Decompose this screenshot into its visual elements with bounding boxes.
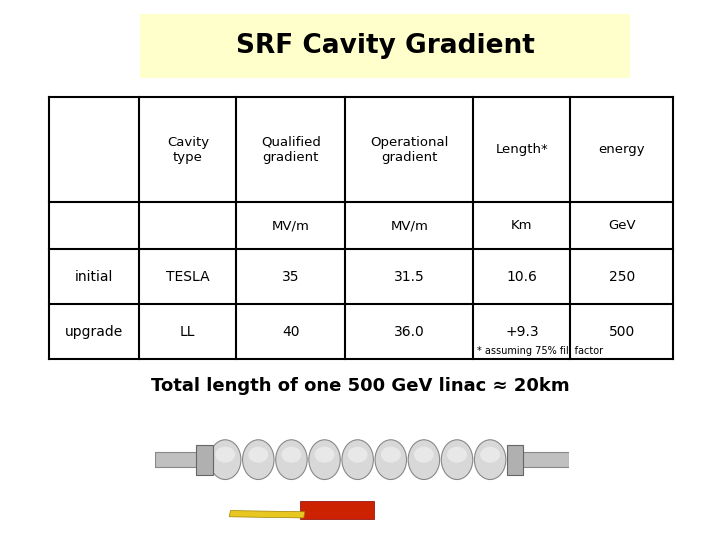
Text: 40: 40 [282,325,300,339]
Text: initial: initial [75,269,114,284]
Bar [155,452,213,467]
Text: 36.0: 36.0 [394,325,425,339]
Ellipse shape [309,440,341,480]
Ellipse shape [375,440,407,480]
Ellipse shape [441,440,473,480]
Bar [300,501,374,519]
Text: Total length of one 500 GeV linac ≈ 20km: Total length of one 500 GeV linac ≈ 20km [150,377,570,395]
Ellipse shape [381,447,401,463]
Ellipse shape [315,447,335,463]
Ellipse shape [342,440,374,480]
Text: 250: 250 [608,269,635,284]
Bar [507,445,523,475]
Text: SRF Cavity Gradient: SRF Cavity Gradient [235,33,535,59]
Ellipse shape [480,447,500,463]
Text: Cavity
type: Cavity type [167,136,209,164]
Text: LL: LL [180,325,196,339]
Ellipse shape [243,440,274,480]
Ellipse shape [282,447,302,463]
Text: energy: energy [598,143,645,156]
Text: 35: 35 [282,269,300,284]
Ellipse shape [248,447,269,463]
Text: +9.3: +9.3 [505,325,539,339]
Text: TESLA: TESLA [166,269,210,284]
Ellipse shape [276,440,307,480]
Ellipse shape [408,440,440,480]
Text: Qualified
gradient: Qualified gradient [261,136,321,164]
Text: Length*: Length* [495,143,548,156]
Text: 10.6: 10.6 [506,269,537,284]
Text: upgrade: upgrade [65,325,123,339]
Ellipse shape [414,447,434,463]
Bar [511,452,569,467]
Text: 31.5: 31.5 [394,269,425,284]
Text: * assuming 75% fill factor: * assuming 75% fill factor [477,346,603,356]
Ellipse shape [348,447,368,463]
Text: Km: Km [511,219,533,232]
Text: MV/m: MV/m [272,219,310,232]
Bar [196,445,213,475]
Text: GeV: GeV [608,219,636,232]
Bar [230,511,305,518]
Text: MV/m: MV/m [390,219,428,232]
Ellipse shape [210,440,241,480]
Ellipse shape [474,440,506,480]
Ellipse shape [215,447,235,463]
Ellipse shape [447,447,467,463]
Text: Operational
gradient: Operational gradient [370,136,449,164]
Text: 500: 500 [608,325,635,339]
